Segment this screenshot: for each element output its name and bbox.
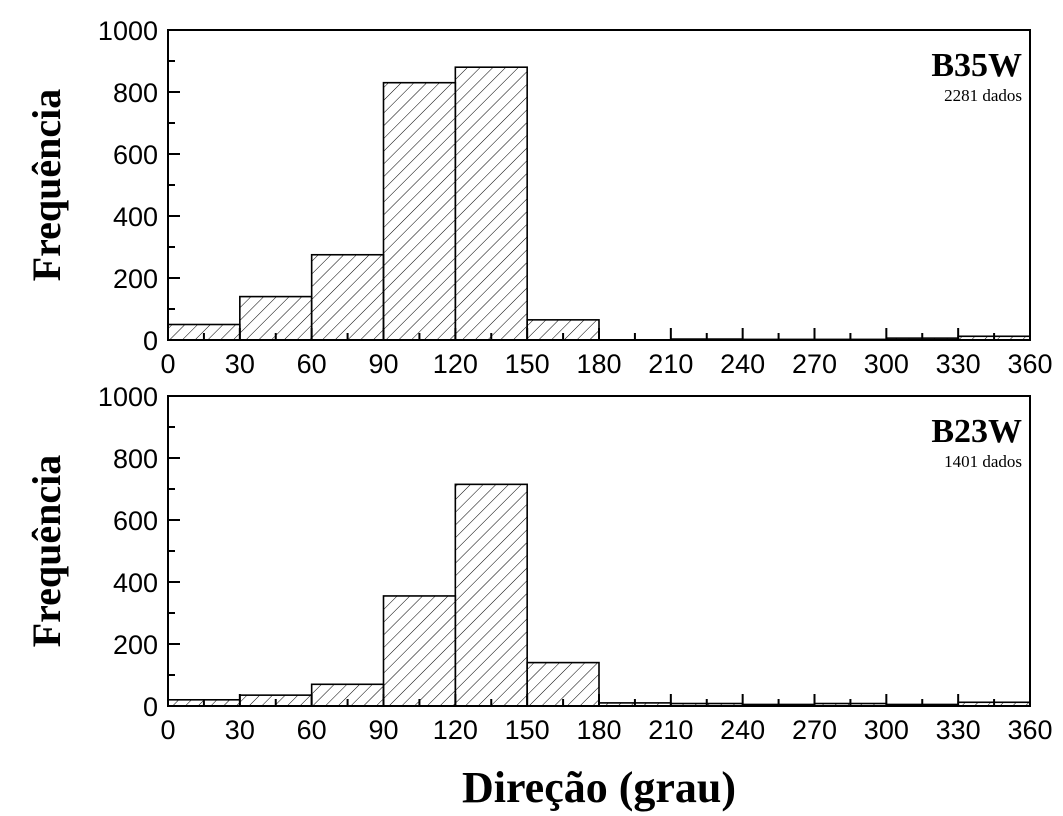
panel-title: B35W xyxy=(931,47,1022,84)
bars-group xyxy=(167,483,1031,707)
x-tick-label: 90 xyxy=(368,715,398,745)
x-tick-label: 210 xyxy=(648,715,693,745)
y-tick-label: 1000 xyxy=(98,382,158,412)
x-tick-label: 180 xyxy=(576,349,621,379)
x-tick-label: 240 xyxy=(720,349,765,379)
y-tick-label: 600 xyxy=(113,506,158,536)
x-tick-label: 90 xyxy=(368,349,398,379)
y-tick-label: 800 xyxy=(113,78,158,108)
ticks-group xyxy=(167,395,1031,707)
histogram-bar xyxy=(382,595,457,707)
x-tick-label: 150 xyxy=(505,349,550,379)
y-tick-label: 0 xyxy=(143,326,158,356)
x-tick-label: 30 xyxy=(225,715,255,745)
x-tick-label: 0 xyxy=(160,715,175,745)
x-axis-label: Direção (grau) xyxy=(462,763,736,812)
y-tick-label: 400 xyxy=(113,568,158,598)
histogram-bar xyxy=(526,661,600,707)
y-tick-label: 200 xyxy=(113,264,158,294)
x-tick-label: 330 xyxy=(936,349,981,379)
x-tick-label: 360 xyxy=(1007,715,1052,745)
bars-group xyxy=(167,66,1031,341)
x-tick-label: 360 xyxy=(1007,349,1052,379)
x-tick-label: 150 xyxy=(505,715,550,745)
x-tick-label: 120 xyxy=(433,349,478,379)
x-tick-label: 270 xyxy=(792,349,837,379)
plot-frame xyxy=(167,29,1031,341)
x-tick-label: 330 xyxy=(936,715,981,745)
x-tick-label: 60 xyxy=(297,715,327,745)
x-tick-label: 270 xyxy=(792,715,837,745)
panel-subtitle: 2281 dados xyxy=(944,86,1022,105)
y-tick-label: 0 xyxy=(143,692,158,722)
panel-b23w: 0 30 60 90 120 150 180 210 240 270 300 330 360 0 200 4… xyxy=(24,382,1053,812)
histogram-bar xyxy=(454,66,528,341)
ticks-group xyxy=(167,29,1031,341)
histogram-bar xyxy=(454,483,528,707)
y-tick-labels: 0 200 400 600 800 1000 xyxy=(98,16,158,356)
y-axis-label: Frequência xyxy=(24,89,69,282)
x-tick-label: 240 xyxy=(720,715,765,745)
y-tick-label: 400 xyxy=(113,202,158,232)
histogram-bar xyxy=(310,253,385,341)
y-axis-label: Frequência xyxy=(24,455,69,648)
x-tick-label: 180 xyxy=(576,715,621,745)
x-tick-label: 30 xyxy=(225,349,255,379)
panel-title: B23W xyxy=(931,413,1022,450)
y-tick-label: 800 xyxy=(113,444,158,474)
histogram-bar xyxy=(382,81,457,341)
x-tick-label: 60 xyxy=(297,349,327,379)
x-tick-label: 300 xyxy=(864,715,909,745)
plot-frame xyxy=(167,395,1031,707)
x-tick-label: 120 xyxy=(433,715,478,745)
y-tick-label: 200 xyxy=(113,630,158,660)
x-tick-label: 210 xyxy=(648,349,693,379)
panel-subtitle: 1401 dados xyxy=(944,452,1022,471)
x-tick-labels: 0 30 60 90 120 150 180 210 240 270 300 330 360 xyxy=(160,715,1052,745)
y-tick-labels: 0 200 400 600 800 1000 xyxy=(98,382,158,722)
histogram-bar xyxy=(239,295,313,341)
x-tick-labels: 0 30 60 90 120 150 180 210 240 270 300 330 360 xyxy=(160,349,1052,379)
panel-b35w: 0 30 60 90 120 150 180 210 240 270 300 330 360 0 200 4… xyxy=(24,16,1053,379)
y-tick-label: 600 xyxy=(113,140,158,170)
x-tick-label: 300 xyxy=(864,349,909,379)
y-tick-label: 1000 xyxy=(98,16,158,46)
x-tick-label: 0 xyxy=(160,349,175,379)
